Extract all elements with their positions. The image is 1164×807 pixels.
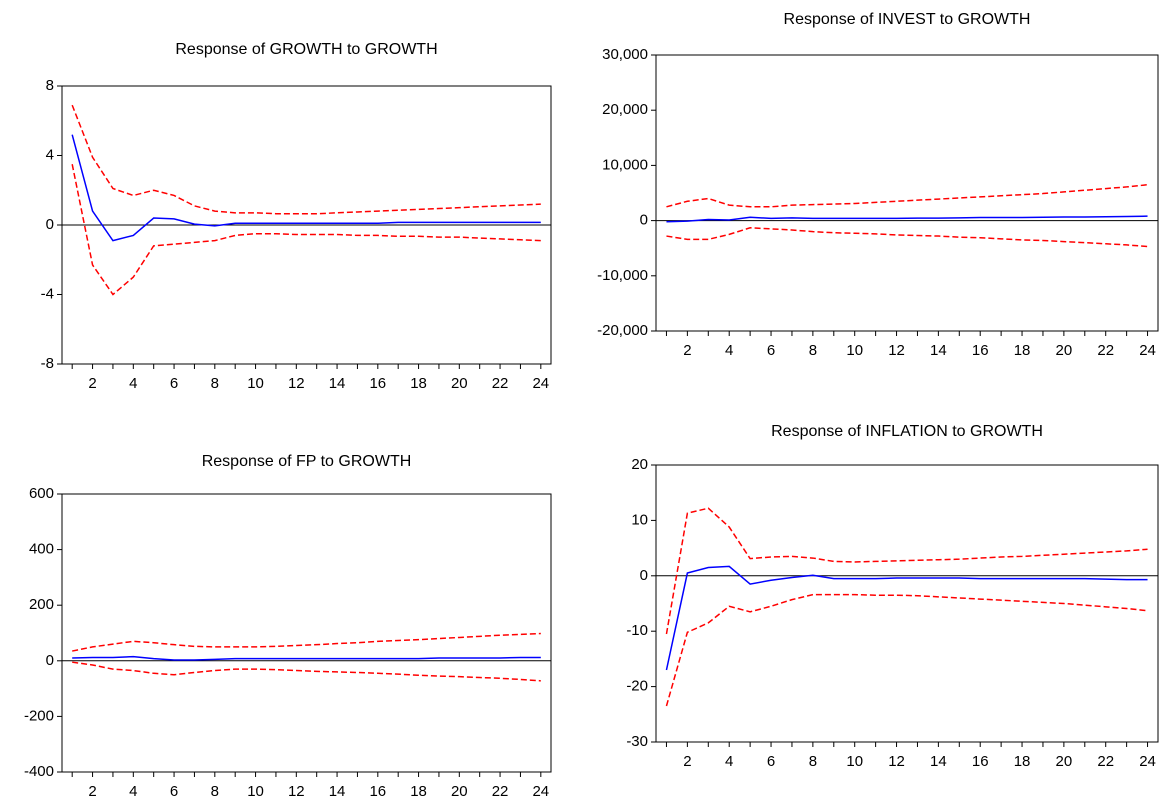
band-line	[666, 227, 1148, 248]
x-tick-label: 8	[809, 342, 817, 359]
y-tick-label: -8	[41, 355, 54, 372]
x-tick-label: 24	[1139, 753, 1156, 770]
y-tick-label: 20,000	[602, 101, 648, 118]
y-tick-label: 400	[29, 541, 54, 558]
x-tick-label: 2	[88, 375, 96, 392]
chart-title: Response of GROWTH to GROWTH	[175, 41, 437, 58]
chart-title: Response of FP to GROWTH	[202, 453, 412, 470]
x-tick-label: 16	[972, 753, 989, 770]
y-tick-label: 10,000	[602, 156, 648, 173]
x-tick-label: 24	[532, 783, 549, 800]
x-tick-label: 6	[767, 342, 775, 359]
y-tick-label: 0	[640, 567, 648, 584]
x-tick-label: 6	[170, 375, 178, 392]
band-line	[72, 661, 541, 682]
x-tick-label: 22	[1097, 342, 1114, 359]
band-line	[666, 183, 1148, 208]
y-tick-label: 0	[46, 216, 54, 233]
x-tick-label: 16	[972, 342, 989, 359]
x-tick-label: 20	[451, 375, 468, 392]
y-tick-label: -20	[626, 678, 648, 695]
band-line	[665, 593, 1148, 707]
x-tick-label: 10	[846, 342, 863, 359]
x-tick-label: 10	[247, 783, 264, 800]
x-tick-label: 6	[767, 753, 775, 770]
band-line	[71, 104, 541, 215]
plot-frame	[61, 493, 552, 773]
y-tick-label: 0	[640, 212, 648, 229]
chart-title: Response of INVEST to GROWTH	[784, 11, 1031, 28]
response-line	[72, 655, 541, 661]
y-tick-label: 20	[631, 456, 648, 473]
y-tick-label: -10,000	[597, 267, 648, 284]
y-tick-label: -20,000	[597, 322, 648, 339]
band-line	[72, 632, 541, 652]
x-tick-label: 20	[1056, 342, 1073, 359]
x-tick-label: 2	[88, 783, 96, 800]
x-tick-label: 4	[725, 342, 733, 359]
y-tick-label: -200	[24, 707, 54, 724]
x-tick-label: 22	[1097, 753, 1114, 770]
x-tick-label: 8	[211, 375, 219, 392]
x-tick-label: 22	[492, 783, 509, 800]
x-tick-label: 20	[451, 783, 468, 800]
x-tick-label: 12	[288, 375, 305, 392]
x-tick-label: 6	[170, 783, 178, 800]
y-tick-label: 8	[46, 77, 54, 94]
x-tick-label: 16	[369, 783, 386, 800]
y-tick-label: 30,000	[602, 46, 648, 63]
x-tick-label: 2	[683, 342, 691, 359]
y-tick-label: 200	[29, 596, 54, 613]
x-tick-label: 14	[930, 342, 947, 359]
x-tick-label: 18	[1014, 342, 1031, 359]
y-tick-label: -10	[626, 622, 648, 639]
plot-frame	[655, 464, 1159, 743]
x-tick-label: 18	[410, 375, 427, 392]
x-tick-label: 8	[809, 753, 817, 770]
y-tick-label: -4	[41, 285, 54, 302]
x-tick-label: 14	[930, 753, 947, 770]
plot-frame	[655, 54, 1159, 332]
x-tick-label: 18	[1014, 753, 1031, 770]
x-tick-label: 4	[725, 753, 733, 770]
y-tick-label: -30	[626, 733, 648, 750]
response-line	[665, 565, 1148, 671]
chart-title: Response of INFLATION to GROWTH	[771, 423, 1043, 440]
x-tick-label: 14	[329, 783, 346, 800]
y-tick-label: 4	[46, 146, 54, 163]
band-line	[71, 164, 541, 296]
x-tick-label: 12	[288, 783, 305, 800]
response-line	[71, 134, 541, 242]
x-tick-label: 24	[532, 375, 549, 392]
x-tick-label: 10	[247, 375, 264, 392]
x-tick-label: 22	[492, 375, 509, 392]
x-tick-label: 2	[683, 753, 691, 770]
x-tick-label: 18	[410, 783, 427, 800]
y-tick-label: 10	[631, 511, 648, 528]
x-tick-label: 20	[1056, 753, 1073, 770]
x-tick-label: 12	[888, 753, 905, 770]
x-tick-label: 12	[888, 342, 905, 359]
x-tick-label: 4	[129, 783, 137, 800]
x-tick-label: 10	[846, 753, 863, 770]
band-line	[665, 507, 1148, 635]
y-tick-label: 600	[29, 485, 54, 502]
y-tick-label: -400	[24, 763, 54, 780]
x-tick-label: 4	[129, 375, 137, 392]
response-line	[666, 215, 1148, 223]
x-tick-label: 24	[1139, 342, 1156, 359]
x-tick-label: 8	[211, 783, 219, 800]
y-tick-label: 0	[46, 652, 54, 669]
x-tick-label: 14	[329, 375, 346, 392]
x-tick-label: 16	[369, 375, 386, 392]
